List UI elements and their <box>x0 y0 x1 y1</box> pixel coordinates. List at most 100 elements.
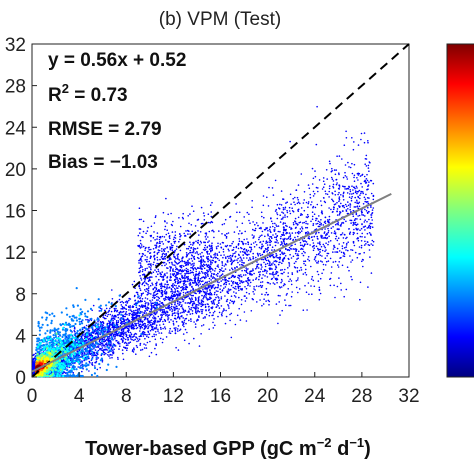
scatter-point <box>313 213 316 215</box>
scatter-point <box>230 295 233 298</box>
scatter-point <box>320 245 323 248</box>
scatter-point <box>156 304 158 307</box>
scatter-point <box>159 319 162 321</box>
scatter-point <box>276 203 279 206</box>
scatter-point <box>131 283 134 286</box>
scatter-point <box>107 311 109 314</box>
scatter-point <box>159 305 161 307</box>
scatter-point <box>308 236 310 238</box>
scatter-point <box>146 318 149 321</box>
scatter-point <box>320 222 323 225</box>
scatter-point <box>213 318 215 320</box>
scatter-point <box>315 245 318 248</box>
scatter-point <box>255 277 258 279</box>
scatter-point <box>256 263 259 266</box>
scatter-point <box>327 260 330 262</box>
scatter-point <box>146 335 148 338</box>
scatter-point <box>211 248 213 250</box>
scatter-point <box>270 220 273 223</box>
scatter-point <box>285 304 287 307</box>
scatter-point <box>198 345 201 347</box>
scatter-point <box>267 259 270 262</box>
scatter-point <box>310 265 312 268</box>
scatter-point <box>147 326 150 328</box>
scatter-point <box>300 173 303 175</box>
scatter-point <box>276 212 278 214</box>
scatter-point <box>280 281 282 284</box>
scatter-point <box>315 228 318 230</box>
scatter-point <box>158 278 160 281</box>
scatter-point <box>92 332 95 334</box>
scatter-point <box>261 230 264 233</box>
scatter-point <box>290 295 293 298</box>
scatter-point <box>175 320 178 323</box>
scatter-point <box>328 235 330 238</box>
scatter-point <box>131 323 133 325</box>
scatter-point <box>327 243 329 246</box>
scatter-point <box>330 266 333 268</box>
scatter-point <box>170 307 173 310</box>
scatter-point <box>131 338 133 341</box>
scatter-point <box>168 321 171 323</box>
scatter-point <box>188 283 191 285</box>
scatter-point <box>296 258 298 260</box>
scatter-point <box>301 244 304 247</box>
scatter-point <box>135 336 138 339</box>
scatter-point <box>32 360 34 362</box>
scatter-point <box>239 264 241 266</box>
scatter-point <box>288 226 291 228</box>
scatter-point <box>289 234 292 236</box>
scatter-point <box>204 303 206 306</box>
scatter-point <box>310 236 313 239</box>
scatter-point <box>240 280 243 283</box>
scatter-point <box>164 289 167 291</box>
scatter-point <box>332 183 335 186</box>
scatter-point <box>136 346 139 349</box>
scatter-point <box>243 238 245 241</box>
scatter-point <box>241 288 243 291</box>
scatter-point <box>316 270 319 273</box>
scatter-point <box>353 228 355 231</box>
scatter-point <box>356 199 358 202</box>
scatter-point <box>225 300 228 302</box>
scatter-point <box>323 232 326 234</box>
scatter-point <box>363 132 366 134</box>
scatter-point <box>171 263 173 265</box>
scatter-point <box>308 187 311 190</box>
scatter-point <box>191 286 193 288</box>
scatter-point <box>327 220 329 223</box>
scatter-point <box>284 299 286 301</box>
scatter-point <box>103 348 105 351</box>
scatter-point <box>357 215 359 217</box>
scatter-point <box>264 263 267 266</box>
scatter-point <box>312 224 315 227</box>
scatter-point <box>273 230 276 232</box>
scatter-point <box>216 294 218 296</box>
scatter-point <box>100 347 102 350</box>
scatter-point <box>310 220 312 223</box>
scatter-point <box>307 258 309 261</box>
scatter-point <box>265 272 268 274</box>
scatter-point <box>276 213 279 216</box>
scatter-point <box>365 243 367 245</box>
scatter-point <box>209 289 211 291</box>
scatter-point <box>287 267 289 269</box>
scatter-point <box>96 327 98 330</box>
scatter-point <box>251 298 254 300</box>
scatter-point <box>221 233 223 235</box>
scatter-point <box>133 347 135 350</box>
scatter-point <box>201 267 203 270</box>
scatter-point <box>183 286 185 289</box>
scatter-point <box>233 231 236 233</box>
scatter-point <box>114 315 117 318</box>
scatter-point <box>255 285 258 287</box>
scatter-point <box>241 263 243 266</box>
scatter-point <box>243 311 246 313</box>
scatter-point <box>293 262 296 265</box>
scatter-point <box>102 321 105 324</box>
scatter-point <box>201 276 203 279</box>
scatter-point <box>226 255 229 258</box>
scatter-point <box>174 303 176 306</box>
scatter-point <box>259 241 261 244</box>
scatter-point <box>191 312 194 315</box>
